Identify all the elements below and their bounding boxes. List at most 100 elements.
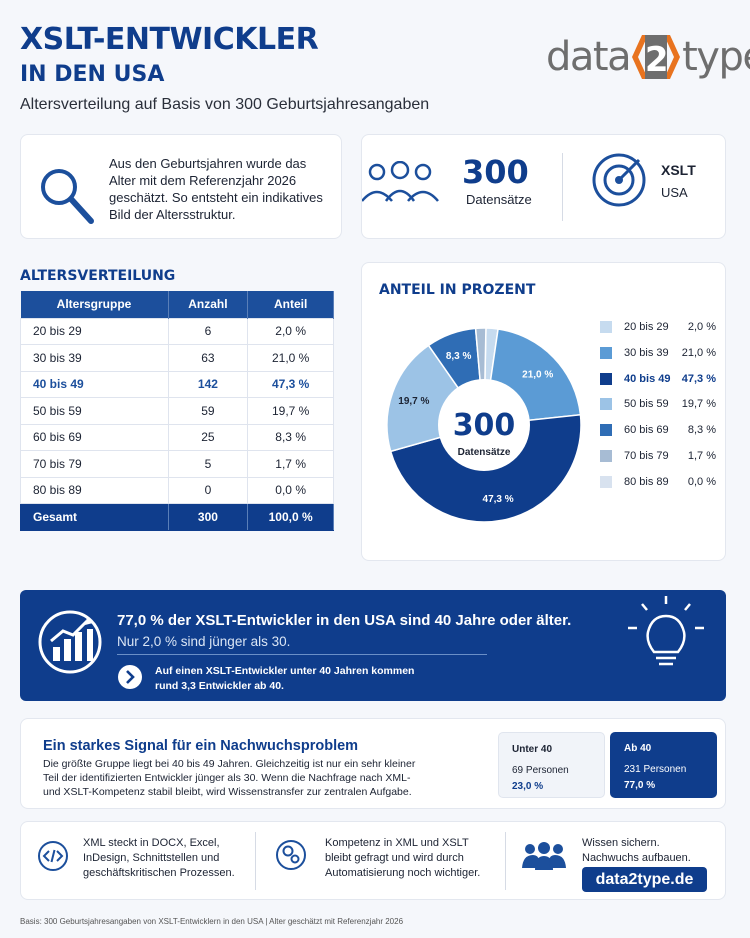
key-finding-banner: 77,0 % der XSLT-Entwickler in den USA si… bbox=[20, 590, 726, 701]
footnote: Basis: 300 Geburtsjahresangaben von XSLT… bbox=[20, 917, 404, 926]
chart-card: ANTEIL IN PROZENT 300 Datensätze 21,0 % 4… bbox=[361, 262, 726, 561]
donut-hole bbox=[438, 379, 530, 471]
tech-label: XSLT bbox=[661, 162, 696, 178]
feature-text-knowledge: Wissen sichern. Nachwuchs aufbauen. bbox=[582, 836, 691, 866]
logo-text-right: type bbox=[682, 34, 750, 80]
legend-item: 40 bis 49 47,3 % bbox=[600, 372, 720, 385]
cell-total-share: 100,0 % bbox=[247, 503, 334, 531]
signal-text: Die größte Gruppe liegt bei 40 bis 49 Ja… bbox=[43, 757, 415, 799]
banner-headline: 77,0 % der XSLT-Entwickler in den USA si… bbox=[117, 612, 572, 629]
cell-count: 25 bbox=[167, 423, 249, 451]
legend-value: 1,7 % bbox=[687, 450, 716, 462]
record-count: 300 bbox=[462, 153, 529, 191]
pie-slice-label: 8,3 % bbox=[446, 351, 472, 362]
cell-count: 142 bbox=[167, 370, 249, 398]
cell-age: 20 bis 29 bbox=[20, 317, 169, 345]
cell-share: 0,0 % bbox=[247, 476, 334, 504]
legend-swatch bbox=[600, 424, 612, 437]
legend-swatch bbox=[600, 450, 612, 462]
data2type-logo[interactable]: data 2 type bbox=[546, 28, 750, 86]
legend-item: 70 bis 79 1,7 % bbox=[600, 450, 720, 462]
over40-title: Ab 40 bbox=[624, 743, 652, 754]
gears-icon bbox=[276, 840, 306, 870]
feature-line: Automatisierung noch wichtiger. bbox=[325, 867, 481, 879]
legend-label: 60 bis 69 bbox=[624, 424, 669, 437]
logo-mark-icon: 2 bbox=[630, 32, 682, 82]
legend-swatch bbox=[600, 372, 612, 385]
legend-item: 20 bis 29 2,0 % bbox=[600, 321, 720, 333]
under40-pct: 23,0 % bbox=[512, 781, 544, 792]
cell-age: 40 bis 49 bbox=[20, 370, 169, 398]
cell-age: 70 bis 79 bbox=[20, 450, 169, 478]
banner-note: Auf einen XSLT-Entwickler unter 40 Jahre… bbox=[155, 664, 414, 694]
feature-line: XML steckt in DOCX, Excel, bbox=[83, 837, 220, 849]
age-table: Altersgruppe Anzahl Anteil 20 bis 29 6 2,0… bbox=[20, 291, 334, 531]
signal-text-line: Die größte Gruppe liegt bei 40 bis 49 Ja… bbox=[43, 758, 416, 770]
donut-center-label: Datensätze bbox=[458, 447, 511, 458]
info-card: Aus den Geburtsjahren wurde das Alter mi… bbox=[20, 134, 342, 239]
legend-label: 30 bis 39 bbox=[624, 346, 669, 359]
col-header-count: Anzahl bbox=[168, 291, 249, 318]
feature-line: Nachwuchs aufbauen. bbox=[582, 852, 691, 864]
col-header-age: Altersgruppe bbox=[20, 291, 169, 318]
legend-label: 20 bis 29 bbox=[624, 321, 669, 333]
page-title: XSLT-ENTWICKLER bbox=[20, 22, 319, 57]
cell-age: 50 bis 59 bbox=[20, 397, 169, 425]
divider bbox=[505, 832, 506, 890]
col-header-share: Anteil bbox=[247, 291, 334, 318]
pie-slice-label: 47,3 % bbox=[483, 494, 514, 505]
legend-label: 70 bis 79 bbox=[624, 450, 669, 462]
legend-swatch bbox=[600, 321, 612, 333]
table-title: ALTERSVERTEILUNG bbox=[20, 268, 176, 284]
table-row: 20 bis 29 6 2,0 % bbox=[20, 317, 334, 345]
cell-share: 21,0 % bbox=[247, 344, 334, 372]
legend-label: 80 bis 89 bbox=[624, 475, 669, 488]
legend-label: 40 bis 49 bbox=[624, 372, 671, 385]
cell-count: 59 bbox=[167, 397, 249, 425]
banner-note-line2: rund 3,3 Entwickler ab 40. bbox=[155, 680, 284, 692]
growth-chart-icon bbox=[38, 610, 102, 674]
donut-center-value: 300 bbox=[453, 408, 516, 443]
feature-line: Kompetenz in XML und XSLT bbox=[325, 837, 469, 849]
table-row: 70 bis 79 5 1,7 % bbox=[20, 450, 334, 478]
legend-swatch bbox=[600, 475, 612, 488]
cell-age: 80 bis 89 bbox=[20, 476, 169, 504]
cell-total-label: Gesamt bbox=[20, 503, 169, 531]
cell-count: 63 bbox=[167, 344, 249, 372]
signal-card: Ein starkes Signal für ein Nachwuchsprob… bbox=[20, 718, 726, 809]
code-icon bbox=[38, 841, 68, 871]
cell-count: 5 bbox=[167, 450, 249, 478]
table-row-highlight: 40 bis 49 142 47,3 % bbox=[20, 370, 334, 398]
signal-text-line: und XSLT-Kompetenz stabil bleibt, wird W… bbox=[43, 786, 412, 798]
target-icon bbox=[592, 153, 646, 207]
table-row: 50 bis 59 59 19,7 % bbox=[20, 397, 334, 425]
legend-swatch bbox=[600, 346, 612, 359]
team-icon bbox=[522, 842, 566, 870]
over40-box: Ab 40 231 Personen 77,0 % bbox=[610, 732, 717, 798]
magnifier-icon bbox=[41, 169, 94, 224]
legend-item: 50 bis 59 19,7 % bbox=[600, 398, 720, 411]
record-count-label: Datensätze bbox=[466, 192, 532, 207]
features-card: XML steckt in DOCX, Excel, InDesign, Sch… bbox=[20, 821, 726, 900]
cell-age: 60 bis 69 bbox=[20, 423, 169, 451]
banner-divider bbox=[117, 654, 487, 655]
cell-age: 30 bis 39 bbox=[20, 344, 169, 372]
legend-value: 8,3 % bbox=[687, 424, 716, 437]
table-row: 80 bis 89 0 0,0 % bbox=[20, 476, 334, 504]
table-total-row: Gesamt 300 100,0 % bbox=[20, 503, 334, 531]
under40-title: Unter 40 bbox=[512, 744, 553, 755]
divider bbox=[562, 153, 563, 221]
legend-value: 19,7 % bbox=[681, 398, 716, 411]
pie-slice-label: 21,0 % bbox=[522, 369, 553, 380]
legend-label: 50 bis 59 bbox=[624, 398, 669, 411]
banner-note-line1: Auf einen XSLT-Entwickler unter 40 Jahre… bbox=[155, 665, 415, 677]
legend-item: 60 bis 69 8,3 % bbox=[600, 424, 720, 437]
cell-share: 1,7 % bbox=[247, 450, 334, 478]
logo-text-middle: 2 bbox=[645, 40, 667, 80]
website-link[interactable]: data2type.de bbox=[582, 867, 707, 892]
feature-line: Wissen sichern. bbox=[582, 837, 660, 849]
cell-count: 0 bbox=[167, 476, 249, 504]
legend-value: 21,0 % bbox=[681, 346, 716, 359]
feature-line: geschäftskritischen Prozessen. bbox=[83, 867, 235, 879]
table-row: 30 bis 39 63 21,0 % bbox=[20, 344, 334, 372]
